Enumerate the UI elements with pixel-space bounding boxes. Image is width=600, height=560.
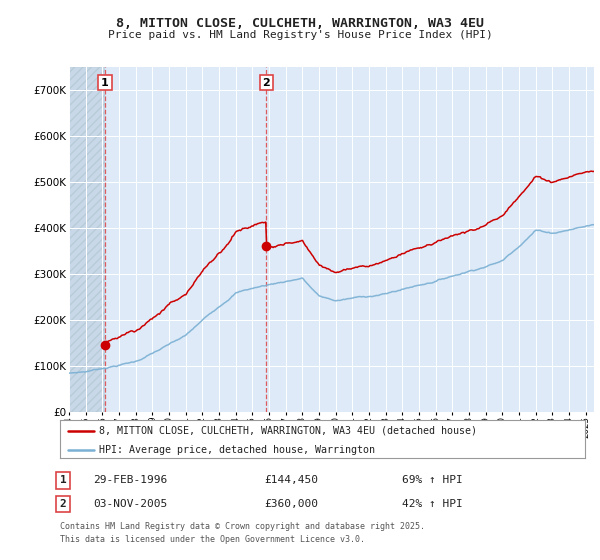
Text: 8, MITTON CLOSE, CULCHETH, WARRINGTON, WA3 4EU (detached house): 8, MITTON CLOSE, CULCHETH, WARRINGTON, W…	[100, 426, 478, 436]
Text: Price paid vs. HM Land Registry's House Price Index (HPI): Price paid vs. HM Land Registry's House …	[107, 30, 493, 40]
Text: 2: 2	[262, 78, 270, 88]
Text: HPI: Average price, detached house, Warrington: HPI: Average price, detached house, Warr…	[100, 445, 376, 455]
Text: Contains HM Land Registry data © Crown copyright and database right 2025.
This d: Contains HM Land Registry data © Crown c…	[60, 522, 425, 544]
Text: £144,450: £144,450	[264, 475, 318, 486]
Text: 29-FEB-1996: 29-FEB-1996	[93, 475, 167, 486]
Text: 69% ↑ HPI: 69% ↑ HPI	[402, 475, 463, 486]
Text: 42% ↑ HPI: 42% ↑ HPI	[402, 499, 463, 509]
Text: 1: 1	[59, 475, 67, 486]
Text: £360,000: £360,000	[264, 499, 318, 509]
Text: 8, MITTON CLOSE, CULCHETH, WARRINGTON, WA3 4EU: 8, MITTON CLOSE, CULCHETH, WARRINGTON, W…	[116, 17, 484, 30]
Text: 03-NOV-2005: 03-NOV-2005	[93, 499, 167, 509]
Text: 2: 2	[59, 499, 67, 509]
Text: 1: 1	[101, 78, 109, 88]
Bar	[69, 67, 105, 412]
